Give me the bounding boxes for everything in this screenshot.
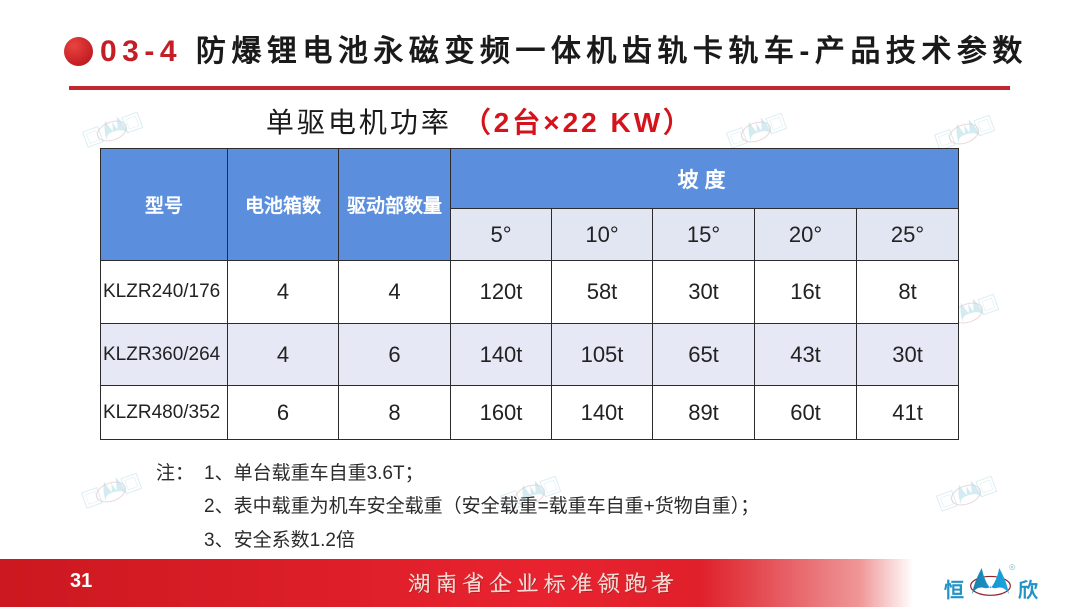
svg-text:R: R [1011, 565, 1014, 569]
